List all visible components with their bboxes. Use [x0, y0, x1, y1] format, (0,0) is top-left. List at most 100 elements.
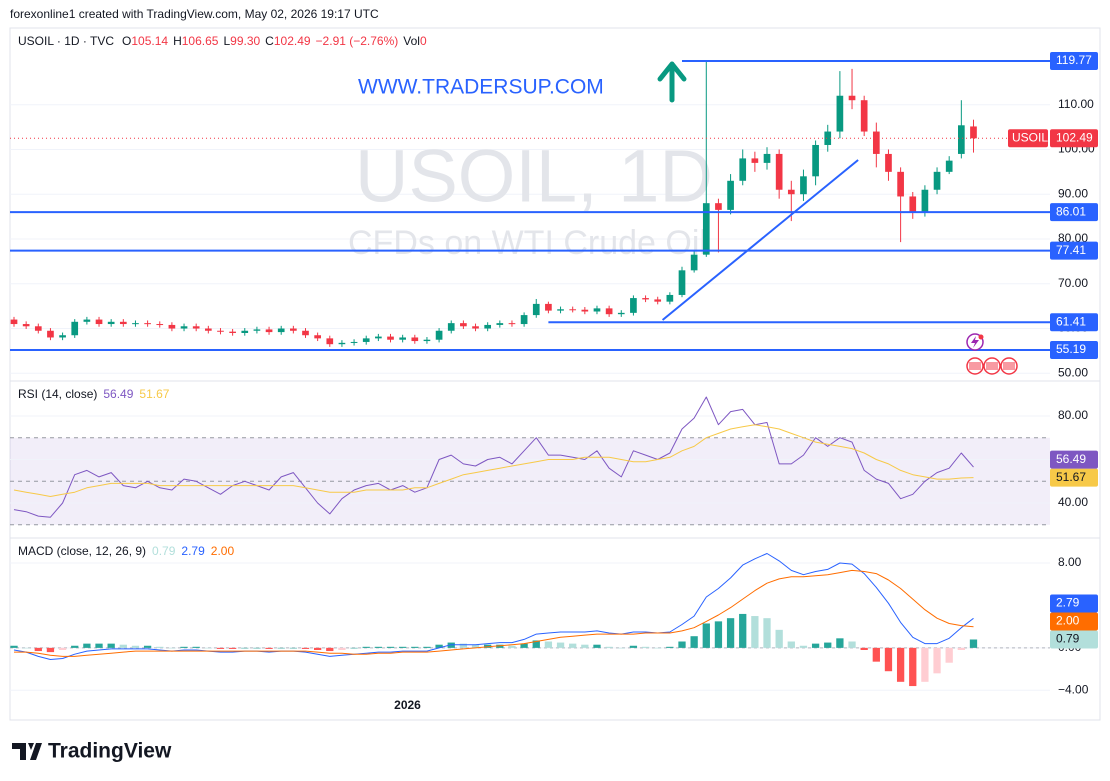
histogram-bar	[313, 647, 322, 650]
histogram-bar	[326, 647, 334, 652]
candle-body	[132, 323, 139, 325]
candle-body	[22, 324, 30, 327]
histogram-bar	[799, 645, 808, 648]
level-label-box	[1050, 241, 1098, 260]
candle-body	[860, 100, 868, 132]
candle-body	[326, 338, 334, 345]
candle-body	[945, 160, 953, 172]
legend-field-label: L	[223, 34, 230, 48]
candle-body	[229, 331, 236, 333]
histogram-bar	[107, 643, 115, 648]
level-label-box	[1050, 313, 1098, 332]
candle-body	[423, 339, 431, 342]
candle-body	[302, 330, 309, 336]
candle-body	[569, 309, 577, 311]
macd-value-box	[1050, 612, 1098, 631]
histogram-bar	[811, 643, 820, 648]
level-label-box	[1050, 51, 1098, 70]
candle-body	[848, 95, 856, 101]
histogram-bar	[338, 647, 346, 650]
rsi-line	[13, 424, 974, 497]
trendline	[661, 159, 859, 321]
last-price-tag-box	[1008, 129, 1048, 148]
histogram-bar	[216, 647, 225, 649]
y-tick-label: 70.00	[1058, 276, 1088, 290]
candle-body	[933, 171, 941, 190]
histogram-bar	[702, 623, 710, 648]
histogram-bar	[775, 629, 783, 648]
last-price-tag: USOIL	[1012, 130, 1048, 144]
legend-field-value: 106.65	[182, 34, 219, 48]
histogram-bar	[921, 647, 929, 682]
candle-body	[872, 131, 880, 154]
histogram-bar	[581, 644, 589, 648]
histogram-bar	[459, 643, 468, 648]
histogram-bar	[569, 643, 577, 648]
histogram-bar	[289, 647, 297, 649]
candle-body	[435, 330, 443, 340]
event-dot	[978, 334, 984, 340]
candle-body	[532, 303, 540, 316]
candle-body	[617, 312, 625, 315]
candle-body	[362, 338, 370, 342]
legend-volume-value: 0	[420, 34, 427, 48]
candle-body	[411, 337, 419, 342]
candle-body	[545, 303, 552, 311]
histogram-bar	[156, 646, 164, 648]
histogram-bar	[544, 641, 553, 648]
level-label: 77.41	[1056, 243, 1086, 257]
histogram-bar	[751, 616, 759, 648]
histogram-bar	[763, 618, 771, 648]
candle-body	[204, 328, 212, 331]
histogram-bar	[95, 643, 103, 648]
histogram-bar	[629, 645, 638, 648]
candle-body	[156, 324, 164, 326]
histogram-bar	[241, 647, 249, 649]
histogram-bar	[277, 647, 285, 649]
macd-value-label: 2.79	[1056, 596, 1080, 610]
histogram-bar	[617, 647, 625, 649]
candle-body	[71, 321, 79, 336]
histogram-bar	[909, 647, 917, 687]
legend-value: 51.67	[139, 387, 169, 401]
arrow-up	[657, 61, 687, 103]
y-tick-label: −4.00	[1058, 682, 1089, 696]
histogram-bar	[386, 646, 395, 648]
histogram-bar	[22, 647, 30, 649]
histogram-bar	[362, 646, 370, 648]
y-tick-label: 90.00	[1058, 186, 1088, 200]
candle-body	[702, 203, 710, 255]
y-tick-label: 110.00	[1058, 97, 1094, 111]
candle-body	[957, 125, 965, 154]
legend: MACD (close, 12, 26, 9) 0.79 2.79 2.00	[18, 544, 234, 558]
histogram-bar	[824, 642, 832, 648]
histogram-bar	[253, 647, 261, 649]
candle-body	[812, 144, 819, 177]
level-label: 55.19	[1056, 342, 1086, 356]
overlay: USOIL · 1D · TVC O105.14 H106.65 L99.30 C102…	[18, 34, 1018, 712]
candle-body	[168, 324, 176, 329]
rsi-value-box	[1050, 468, 1098, 487]
candle-body	[59, 335, 66, 338]
histogram-bar	[957, 647, 965, 650]
candle-body	[241, 330, 249, 333]
legend: RSI (14, close) 56.49 51.67	[18, 387, 170, 401]
histogram-bar	[872, 647, 880, 662]
histogram-bar	[374, 646, 383, 648]
candle-body	[897, 171, 904, 197]
candle-body	[763, 153, 771, 163]
level-label-box	[1050, 203, 1098, 222]
candle-body	[192, 326, 200, 329]
macd-value-label: 2.00	[1056, 614, 1080, 628]
histogram-bar	[471, 644, 480, 648]
histogram-bar	[860, 647, 868, 650]
histogram-bar	[399, 646, 407, 648]
candle-body	[800, 176, 807, 195]
legend-field-label: H	[173, 34, 182, 48]
histogram-bar	[46, 647, 55, 653]
logo-text: TradingView	[48, 740, 172, 763]
frame	[9, 27, 1101, 721]
price-axis: 50.0060.0070.0080.0090.00100.00110.00119…	[1008, 51, 1098, 696]
candle-body	[885, 153, 892, 172]
